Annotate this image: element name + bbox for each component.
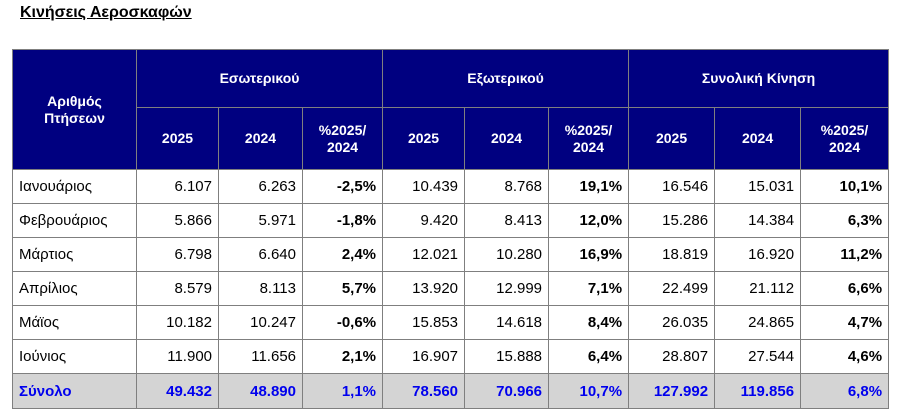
month-cell: Φεβρουάριος: [12, 203, 137, 238]
value-cell: 15.888: [464, 339, 550, 374]
header-group-domestic: Εσωτερικού: [135, 49, 384, 108]
page-title: Κινήσεις Αεροσκαφών: [20, 4, 192, 21]
value-cell: 8.413: [464, 203, 550, 238]
header-group-total: Συνολική Κίνηση: [628, 49, 890, 108]
header-row-years: 2025 2024 %2025/2024 2025 2024 %2025/202…: [13, 107, 890, 170]
value-cell: 15.286: [628, 203, 716, 238]
header-row-groups: Αριθμός Πτήσεων Εσωτερικού Εξωτερικού Συ…: [12, 49, 890, 170]
value-cell: 11.656: [218, 339, 303, 374]
total-row: Σύνολο 49.432 48.890 1,1% 78.560 70.966 …: [12, 373, 890, 409]
total-cell: 70.966: [464, 373, 550, 409]
value-cell: 6.798: [136, 237, 219, 272]
pct-cell: -1,8%: [301, 203, 384, 238]
value-cell: 8.579: [136, 271, 219, 306]
table-row: Μάρτιος 6.798 6.640 2,4% 12.021 10.280 1…: [12, 237, 890, 272]
value-cell: 18.819: [628, 237, 716, 272]
pct-cell: 10,1%: [800, 169, 890, 204]
value-cell: 16.907: [382, 339, 466, 374]
pct-cell: 12,0%: [548, 203, 630, 238]
pct-cell: 7,1%: [548, 271, 630, 306]
pct-cell: 4,6%: [800, 339, 890, 374]
header-year-2025: 2025: [136, 107, 219, 170]
value-cell: 24.865: [714, 305, 802, 340]
table-row: Ιανουάριος 6.107 6.263 -2,5% 10.439 8.76…: [12, 169, 890, 204]
value-cell: 27.544: [714, 339, 802, 374]
value-cell: 10.439: [382, 169, 466, 204]
table-row: Φεβρουάριος 5.866 5.971 -1,8% 9.420 8.41…: [12, 203, 890, 238]
value-cell: 12.999: [464, 271, 550, 306]
header-year-2025: 2025: [628, 107, 716, 170]
month-cell: Απρίλιος: [12, 271, 137, 306]
header-row-label-line1: Αριθμός: [47, 92, 102, 109]
pct-cell: -0,6%: [301, 305, 384, 340]
value-cell: 14.384: [714, 203, 802, 238]
header-pct-change: %2025/2024: [301, 107, 384, 170]
pct-cell: 19,1%: [548, 169, 630, 204]
total-cell: 48.890: [218, 373, 303, 409]
value-cell: 21.112: [714, 271, 802, 306]
header-pct-change: %2025/2024: [800, 107, 890, 170]
total-cell: 127.992: [628, 373, 716, 409]
total-cell: 78.560: [382, 373, 466, 409]
pct-cell: 2,4%: [301, 237, 384, 272]
value-cell: 5.971: [218, 203, 303, 238]
header-group-international: Εξωτερικού: [382, 49, 630, 108]
total-pct-cell: 6,8%: [800, 373, 890, 409]
pct-cell: 2,1%: [301, 339, 384, 374]
header-year-2024: 2024: [218, 107, 303, 170]
table-row: Μάϊος 10.182 10.247 -0,6% 15.853 14.618 …: [12, 305, 890, 340]
total-cell: 119.856: [714, 373, 802, 409]
pct-cell: 4,7%: [800, 305, 890, 340]
value-cell: 10.280: [464, 237, 550, 272]
value-cell: 10.182: [136, 305, 219, 340]
header-year-2024: 2024: [714, 107, 802, 170]
value-cell: 26.035: [628, 305, 716, 340]
table-row: Ιούνιος 11.900 11.656 2,1% 16.907 15.888…: [12, 339, 890, 374]
value-cell: 8.768: [464, 169, 550, 204]
pct-cell: -2,5%: [301, 169, 384, 204]
value-cell: 16.920: [714, 237, 802, 272]
total-label: Σύνολο: [12, 373, 137, 409]
value-cell: 9.420: [382, 203, 466, 238]
header-year-2025: 2025: [382, 107, 466, 170]
value-cell: 15.853: [382, 305, 466, 340]
value-cell: 11.900: [136, 339, 219, 374]
value-cell: 13.920: [382, 271, 466, 306]
month-cell: Μάϊος: [12, 305, 137, 340]
pct-cell: 6,4%: [548, 339, 630, 374]
value-cell: 14.618: [464, 305, 550, 340]
table-row: Απρίλιος 8.579 8.113 5,7% 13.920 12.999 …: [12, 271, 890, 306]
month-cell: Μάρτιος: [12, 237, 137, 272]
value-cell: 6.263: [218, 169, 303, 204]
value-cell: 16.546: [628, 169, 716, 204]
value-cell: 12.021: [382, 237, 466, 272]
value-cell: 8.113: [218, 271, 303, 306]
value-cell: 15.031: [714, 169, 802, 204]
value-cell: 5.866: [136, 203, 219, 238]
pct-cell: 8,4%: [548, 305, 630, 340]
value-cell: 28.807: [628, 339, 716, 374]
pct-cell: 16,9%: [548, 237, 630, 272]
value-cell: 10.247: [218, 305, 303, 340]
pct-cell: 5,7%: [301, 271, 384, 306]
total-cell: 49.432: [136, 373, 219, 409]
header-row-label-line2: Πτήσεων: [44, 109, 105, 126]
value-cell: 6.640: [218, 237, 303, 272]
pct-cell: 6,6%: [800, 271, 890, 306]
value-cell: 22.499: [628, 271, 716, 306]
total-pct-cell: 1,1%: [301, 373, 384, 409]
pct-cell: 11,2%: [800, 237, 890, 272]
total-pct-cell: 10,7%: [548, 373, 630, 409]
value-cell: 6.107: [136, 169, 219, 204]
month-cell: Ιανουάριος: [12, 169, 137, 204]
month-cell: Ιούνιος: [12, 339, 137, 374]
pct-cell: 6,3%: [800, 203, 890, 238]
header-pct-change: %2025/2024: [548, 107, 630, 170]
flights-table: Αριθμός Πτήσεων Εσωτερικού Εξωτερικού Συ…: [12, 49, 890, 409]
header-row-label: Αριθμός Πτήσεων: [12, 49, 137, 170]
header-year-2024: 2024: [464, 107, 550, 170]
